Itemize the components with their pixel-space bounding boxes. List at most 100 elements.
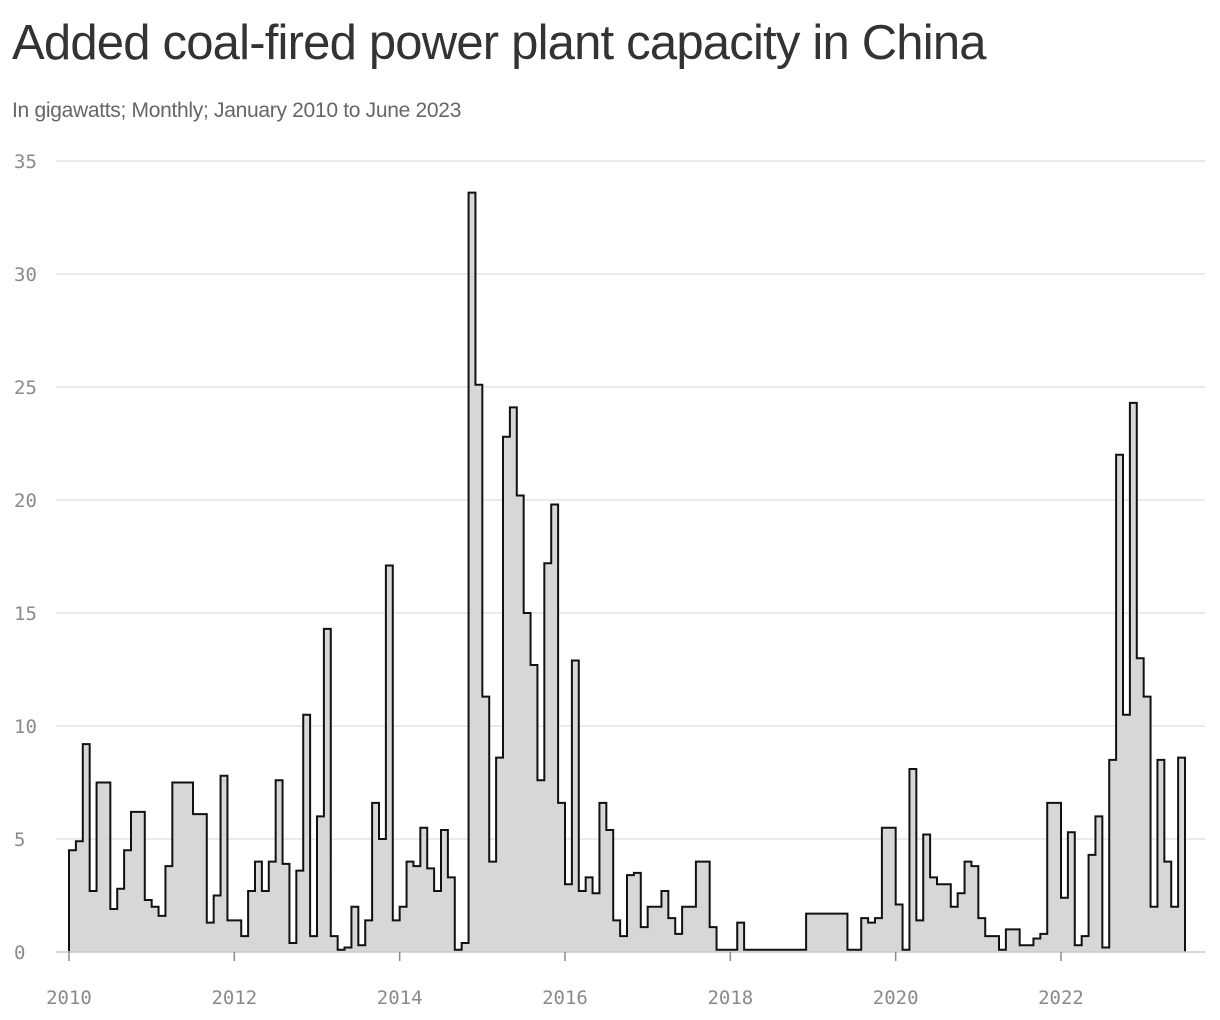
data-area (68, 191, 1186, 953)
data-point (489, 862, 496, 952)
x-tick-label: 2016 (542, 987, 588, 1009)
data-point (1061, 898, 1068, 952)
data-point (83, 744, 90, 952)
data-point (227, 920, 234, 952)
data-point (841, 914, 848, 952)
data-point (820, 914, 827, 952)
data-point (1013, 929, 1020, 952)
data-point (951, 907, 958, 952)
data-point (889, 828, 896, 952)
data-point (806, 914, 813, 952)
data-point (152, 907, 159, 952)
data-point (971, 866, 978, 952)
data-point (1164, 862, 1171, 952)
data-point (90, 891, 97, 952)
data-point (393, 920, 400, 952)
data-point (579, 891, 586, 952)
data-point (1068, 832, 1075, 952)
data-point (159, 916, 166, 952)
data-point (544, 563, 551, 952)
data-point (551, 505, 558, 952)
data-point (434, 891, 441, 952)
data-point (896, 905, 903, 952)
data-point (627, 875, 634, 952)
y-tick-label: 0 (14, 942, 25, 964)
data-point (1027, 945, 1034, 952)
y-tick-label: 25 (14, 377, 37, 399)
data-point (531, 665, 538, 952)
y-tick-label: 30 (14, 264, 37, 286)
data-point (69, 850, 76, 952)
y-axis-labels: 0 5 10 15 20 25 30 35 (14, 151, 37, 964)
data-point (200, 814, 207, 952)
data-point (930, 877, 937, 952)
data-point (303, 715, 310, 952)
data-point (310, 936, 317, 952)
data-point (103, 783, 110, 953)
data-point (944, 884, 951, 952)
gridlines (56, 160, 1205, 840)
data-point (234, 920, 241, 952)
data-point (97, 783, 104, 953)
data-point (1082, 936, 1089, 952)
data-point (875, 918, 882, 952)
data-point (145, 900, 152, 952)
data-point (834, 914, 841, 952)
data-point (1047, 803, 1054, 952)
data-point (620, 936, 627, 952)
data-point (827, 914, 834, 952)
data-point (689, 907, 696, 952)
data-point (248, 891, 255, 952)
x-tick-label: 2010 (46, 987, 92, 1009)
data-point (813, 914, 820, 952)
data-point (324, 629, 331, 952)
data-point (1171, 907, 1178, 952)
data-point (606, 830, 613, 952)
data-point (469, 193, 476, 952)
data-point (407, 862, 414, 952)
data-point (296, 871, 303, 952)
data-point (572, 660, 579, 952)
data-point (413, 866, 420, 952)
data-point (1123, 715, 1130, 952)
y-tick-label: 35 (14, 151, 37, 173)
data-point (372, 803, 379, 952)
data-point (985, 936, 992, 952)
data-point (1144, 697, 1151, 952)
data-point (668, 918, 675, 952)
data-point (655, 907, 662, 952)
data-point (958, 893, 965, 952)
data-point (978, 918, 985, 952)
data-point (737, 923, 744, 952)
data-point (965, 862, 972, 952)
x-tick-label: 2014 (377, 987, 423, 1009)
data-point (255, 862, 262, 952)
x-tick-label: 2018 (707, 987, 753, 1009)
data-point (462, 943, 469, 952)
data-point (283, 864, 290, 952)
data-point (420, 828, 427, 952)
data-point (441, 830, 448, 952)
data-point (448, 877, 455, 952)
data-point (221, 776, 228, 952)
data-point (882, 828, 889, 952)
data-point (262, 891, 269, 952)
data-point (482, 697, 489, 952)
data-point (682, 907, 689, 952)
chart-title: Added coal-fired power plant capacity in… (12, 16, 987, 70)
data-point (1151, 907, 1158, 952)
data-point (317, 816, 324, 952)
data-point (937, 884, 944, 952)
data-point (503, 437, 510, 952)
data-point (269, 862, 276, 952)
y-tick-label: 5 (14, 829, 25, 851)
data-point (186, 783, 193, 953)
data-point (117, 889, 124, 952)
y-tick-label: 10 (14, 716, 37, 738)
data-point (172, 783, 179, 953)
data-point (710, 927, 717, 952)
data-point (193, 814, 200, 952)
data-point (1137, 658, 1144, 952)
area-fill (69, 192, 1185, 952)
data-point (351, 907, 358, 952)
